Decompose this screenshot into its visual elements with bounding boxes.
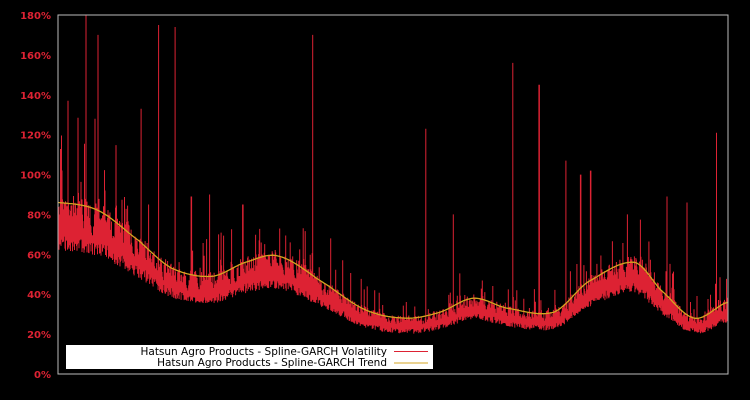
y-tick-label: 140% [20, 91, 51, 102]
legend: Hatsun Agro Products - Spline-GARCH Vola… [66, 345, 433, 369]
legend-label-volatility: Hatsun Agro Products - Spline-GARCH Vola… [140, 346, 387, 358]
y-tick-label: 80% [27, 210, 51, 221]
y-tick-label: 160% [20, 51, 51, 62]
y-tick-label: 180% [20, 11, 51, 22]
legend-label-trend: Hatsun Agro Products - Spline-GARCH Tren… [157, 357, 387, 369]
y-tick-label: 20% [27, 330, 51, 341]
plot-frame [57, 14, 729, 375]
y-tick-label: 120% [20, 131, 51, 142]
trend-series [57, 201, 729, 319]
y-tick-label: 100% [20, 171, 51, 182]
y-tick-label: 0% [34, 370, 51, 381]
y-tick-label: 40% [27, 290, 51, 301]
y-axis-tick-labels: 0% 20% 40% 60% 80% 100% 120% 140% 160% 180% [20, 11, 51, 381]
legend-box [66, 345, 433, 369]
y-tick-label: 60% [27, 250, 51, 261]
